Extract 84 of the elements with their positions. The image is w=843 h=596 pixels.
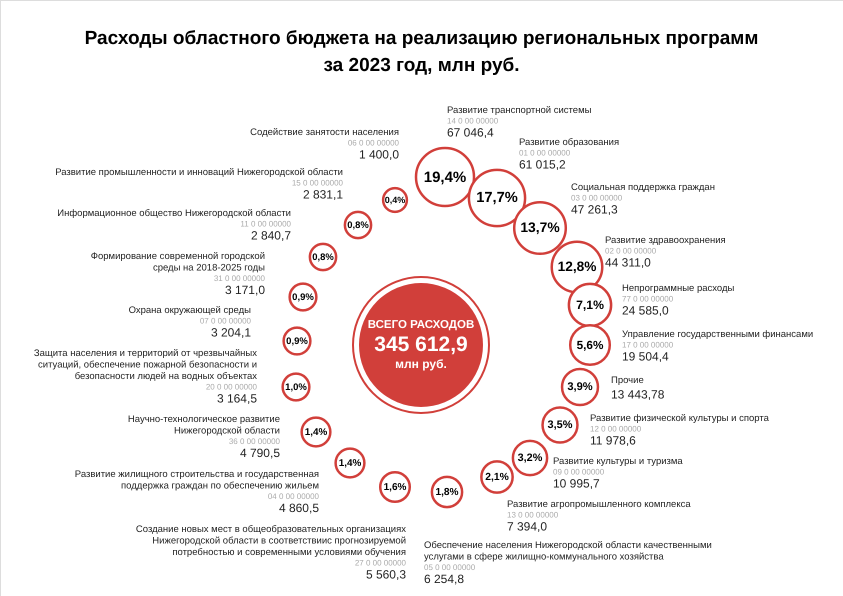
category-label: Создание новых мест в общеобразовательных организациях Нижегородской области в соответствиис прогнозируемой потребностью и современными условиями обучения (136, 524, 406, 558)
text: 27 0 00 00000 (354, 558, 406, 568)
category-label: Развитие промышленности и инноваций Нижегородской области (55, 167, 343, 178)
data-label: 7 394,0 (507, 520, 548, 534)
text: 1,0% (285, 382, 307, 393)
text: Расходы областного бюджета на реализацию региональных программ (84, 28, 758, 49)
data-label: 19 504,4 (622, 350, 670, 364)
text: ВСЕГО РАСХОДОВ (368, 319, 474, 331)
data-label: 3 204,1 (210, 326, 252, 340)
text: 09 0 00 00000 (553, 468, 604, 476)
text: 1,4% (304, 427, 328, 438)
text: 02 0 00 00000 (605, 246, 656, 256)
category-label: Охрана окружающей среды (128, 305, 252, 316)
data-label: 4 790,5 (240, 446, 280, 460)
text: 31 0 00 00000 (214, 274, 265, 283)
text: 15 0 00 00000 (292, 178, 343, 188)
data-label: 61 015,2 (519, 158, 566, 172)
category-label: Непрограммные расходы (622, 283, 735, 294)
data-label: 3 171,0 (224, 283, 266, 297)
text: 12,8% (558, 259, 596, 274)
text: 13,7% (520, 219, 560, 235)
text: 3,5% (548, 419, 572, 431)
data-label: 4 860,5 (278, 501, 320, 515)
text: 05 0 00 00000 (424, 563, 476, 572)
data-label: 6 254,8 (424, 572, 464, 586)
text: 36 0 00 00000 (228, 437, 280, 446)
data-label: 11 978,6 (590, 434, 636, 448)
text: 0,9% (286, 336, 308, 347)
text: 07 0 00 00000 (200, 316, 251, 326)
data-label: 47 261,3 (571, 202, 618, 216)
category-label: Развитие транспортной системы (447, 105, 592, 116)
text: 01 0 00 00000 (519, 148, 570, 158)
data-label: 24 585,0 (622, 304, 670, 318)
category-label: Развитие агропромышленного комплекса (507, 499, 692, 510)
category-label: Управление государственными финансами (622, 329, 814, 340)
text: 13 0 00 00000 (507, 510, 558, 520)
category-label: Прочие (611, 375, 644, 386)
category-label: Научно-технологическое развитие Нижегородской области (128, 414, 280, 436)
text: 06 0 00 00000 (348, 138, 399, 148)
text: 12 0 00 00000 (590, 424, 642, 434)
category-label: Развитие образования (519, 137, 620, 148)
text: 345 612,9 (374, 333, 468, 356)
category-label: Защита населения и территорий от чрезвычайных ситуаций, обеспечение пожарной безопасности и безопасности людей на водных объектах (34, 348, 258, 382)
category-label: Обеспечение населения Нижегородской области качественными услугами в сфере жилищно-коммунального хозяйства (424, 540, 712, 562)
category-label: Информационное общество Нижегородской области (57, 208, 291, 219)
text: 0,8% (312, 252, 334, 263)
text: 0,8% (347, 220, 369, 231)
data-label: 1 400,0 (358, 148, 400, 162)
text: 7,1% (576, 298, 604, 312)
data-label: 5 560,3 (366, 568, 406, 582)
text: 17 0 00 00000 (622, 340, 674, 350)
data-label: 13 443,78 (611, 388, 665, 402)
text: 17,7% (476, 190, 518, 206)
text: 11 0 00 00000 (240, 220, 291, 228)
category-label: Развитие жилищного строительства и государственная поддержка граждан по обеспечению жильем (74, 469, 319, 492)
text: за 2023 год, млн руб. (323, 55, 520, 76)
text: 19,4% (424, 169, 466, 186)
text: 14 0 00 00000 (447, 116, 498, 126)
text: 04 0 00 00000 (268, 492, 319, 501)
text: 1,6% (384, 482, 406, 493)
data-label: 44 311,0 (605, 256, 652, 270)
data-label: 67 046,4 (447, 126, 494, 140)
text: 5,6% (576, 339, 604, 352)
text: 77 0 00 00000 (622, 294, 674, 304)
category-label: Содействие занятости населения (250, 127, 399, 138)
text: 0,9% (292, 292, 314, 303)
data-label: 10 995,7 (553, 476, 600, 490)
text: 1,4% (338, 458, 362, 469)
text: 03 0 00 00000 (571, 194, 622, 202)
category-label: Социальная поддержка граждан (571, 182, 715, 193)
text: 3,2% (518, 452, 542, 464)
category-label: Формирование современной городской среды на 2018-2025 годы (90, 251, 266, 274)
text: 0,4% (384, 195, 406, 205)
data-label: 2 840,7 (250, 228, 292, 242)
text: 1,8% (435, 487, 459, 498)
category-label: Развитие физической культуры и спорта (590, 413, 770, 424)
text: млн руб. (395, 357, 447, 371)
category-label: Развитие культуры и туризма (553, 456, 684, 467)
text: 3,9% (567, 381, 593, 393)
data-label: 3 164,5 (216, 392, 258, 406)
category-label: Развитие здравоохранения (605, 235, 726, 246)
data-label: 2 831,1 (302, 188, 344, 202)
text: 20 0 00 00000 (206, 382, 257, 392)
text: 2,1% (485, 472, 509, 483)
